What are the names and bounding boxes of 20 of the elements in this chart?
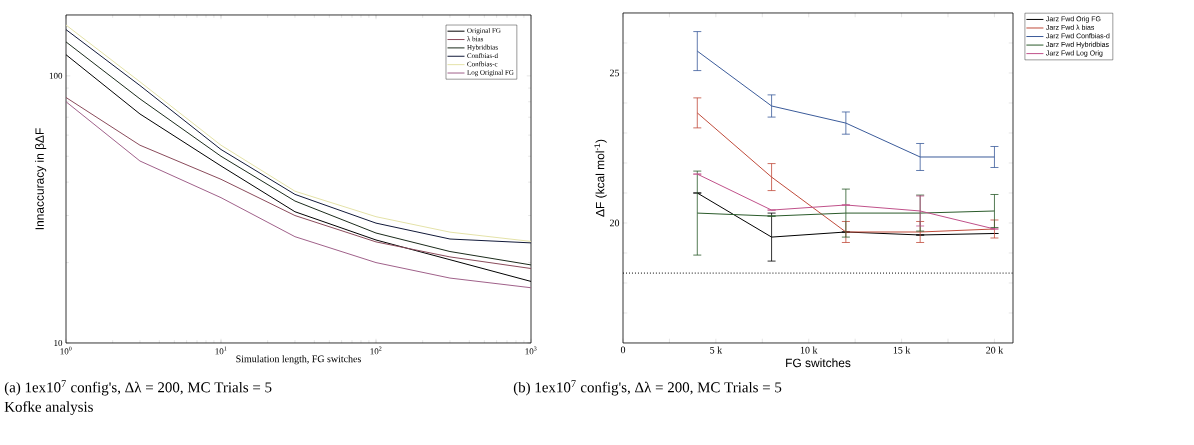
x-tick-label: 10$^{3}$	[525, 346, 537, 355]
x-tick-label: 10 k	[800, 346, 818, 354]
text: (a) 1ex10$^{7}$ config's, Δλ = 200, MC Trials = 5	[4, 380, 272, 396]
x-tick-label: 0	[620, 346, 626, 354]
x-tick-label: 10$^{2}$	[370, 346, 382, 355]
x-tick-label: 10$^{0}$	[60, 346, 72, 355]
x-axis-title: Simulation length, FG switches	[236, 355, 361, 365]
x-tick-label: 5 k	[710, 346, 723, 354]
text: (b) 1ex10$^{7}$ config's, Δλ = 200, MC Trials = 5	[513, 380, 782, 396]
y-axis-title: ΔF (kcal mol$^{-1}$)	[594, 139, 607, 217]
text: Kofke analysis	[4, 401, 93, 415]
x-tick-label: 20 k	[986, 346, 1004, 354]
y-tick-label: 25	[609, 69, 620, 77]
y-axis-title: Innaccuracy in βΔF	[35, 128, 47, 230]
x-tick-label: 10$^{1}$	[215, 346, 227, 355]
x-tick-label: 15 k	[893, 346, 911, 354]
y-tick-label: 100	[49, 72, 63, 79]
y-tick-label: 20	[609, 219, 620, 227]
x-axis-title: FG switches	[786, 358, 851, 368]
y-tick-label: 10	[54, 339, 63, 347]
